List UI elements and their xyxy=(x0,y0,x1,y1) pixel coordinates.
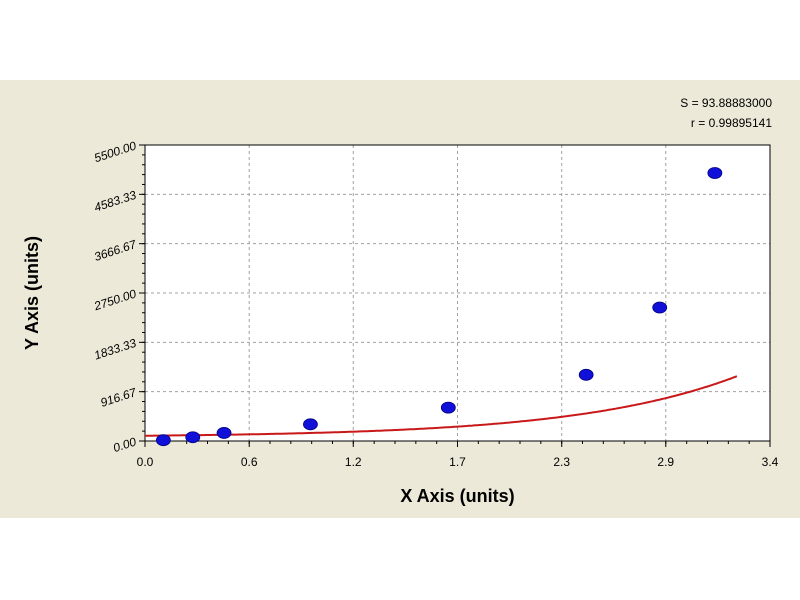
y-tick-label: 3666.67 xyxy=(92,237,139,264)
x-tick-label: 2.3 xyxy=(553,455,570,469)
data-point xyxy=(707,167,723,179)
y-tick-label: 2750.00 xyxy=(91,286,138,313)
x-tick-label: 1.7 xyxy=(449,455,466,469)
y-tick-label: 4583.33 xyxy=(92,188,138,215)
x-axis-title: X Axis (units) xyxy=(400,486,514,506)
x-tick-label: 2.9 xyxy=(657,455,674,469)
x-tick-label: 0.6 xyxy=(241,455,258,469)
fit-curve xyxy=(145,375,738,437)
x-tick-label: 3.4 xyxy=(762,455,779,469)
y-tick-label: 1833.33 xyxy=(92,336,138,363)
data-point xyxy=(652,301,668,314)
data-point xyxy=(440,401,456,414)
data-point xyxy=(216,427,232,439)
x-tick-label: 0.0 xyxy=(137,455,154,469)
data-point xyxy=(185,431,201,444)
stat-r-label: r = 0.99895141 xyxy=(690,116,772,130)
x-tick-label: 1.2 xyxy=(345,455,362,469)
data-point xyxy=(578,368,594,381)
y-tick-label: 5500.00 xyxy=(92,138,138,165)
data-point xyxy=(155,434,171,447)
stat-s-label: S = 93.88883000 xyxy=(680,96,772,110)
y-tick-label: 916.67 xyxy=(99,385,139,410)
y-tick-label: 0.00 xyxy=(111,434,138,455)
y-axis-title: Y Axis (units) xyxy=(22,236,42,350)
data-point xyxy=(303,418,318,431)
